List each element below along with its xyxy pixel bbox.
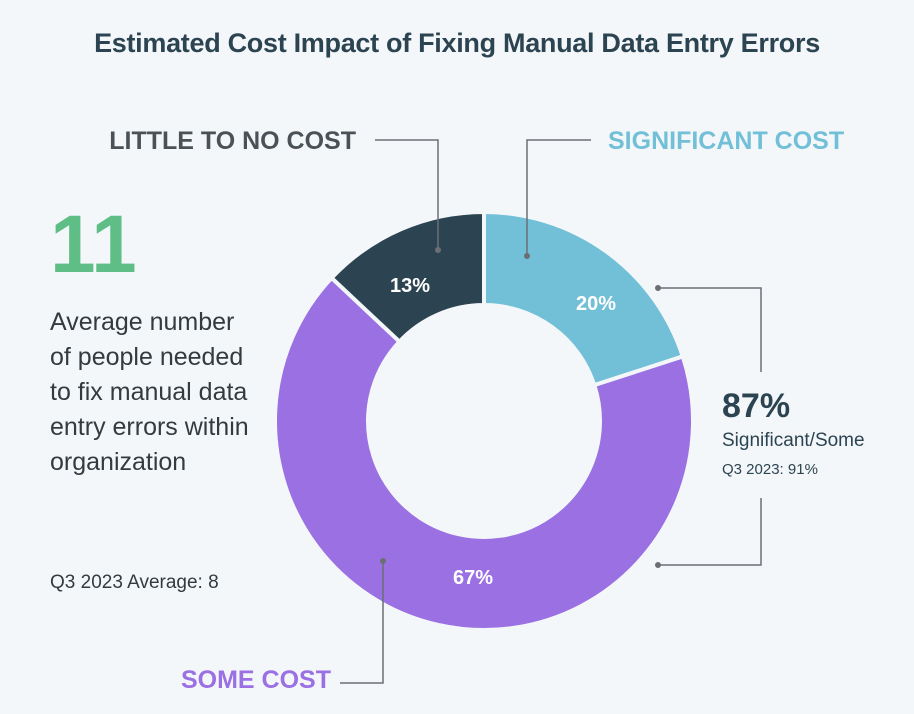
connector-some — [340, 561, 384, 684]
connector-dots — [380, 247, 661, 568]
slice-some — [273, 275, 695, 632]
stat-note: Q3 2023 Average: 8 — [50, 572, 219, 593]
connector-dot-summary-top — [655, 285, 661, 291]
slice-little — [329, 210, 486, 344]
connectors — [340, 139, 762, 684]
connector-dot-some — [380, 558, 386, 564]
stat-value: 11 — [50, 199, 137, 290]
connector-dot-little — [435, 247, 441, 253]
donut-slices — [273, 210, 695, 632]
pct-label-little: 13% — [390, 275, 430, 297]
connector-summary-top — [658, 287, 762, 372]
pct-label-significant: 20% — [576, 293, 616, 315]
connector-little — [375, 139, 439, 250]
summary-label: Significant/Some — [722, 430, 865, 451]
summary-value: 87% — [722, 387, 790, 425]
label-significant-cost: SIGNIFICANT COST — [608, 127, 844, 155]
slice-significant — [482, 210, 685, 388]
connector-summary-bottom — [658, 498, 762, 566]
pct-label-some: 67% — [453, 567, 493, 589]
summary-note: Q3 2023: 91% — [722, 461, 818, 478]
label-some-cost: SOME COST — [181, 666, 331, 694]
connector-dot-significant — [524, 253, 530, 259]
stat-description: Average number of people needed to fix m… — [50, 308, 249, 476]
connector-significant — [526, 139, 591, 256]
label-little-cost: LITTLE TO NO COST — [109, 127, 356, 155]
chart-title: Estimated Cost Impact of Fixing Manual D… — [94, 28, 820, 58]
connector-dot-summary-bottom — [655, 562, 661, 568]
